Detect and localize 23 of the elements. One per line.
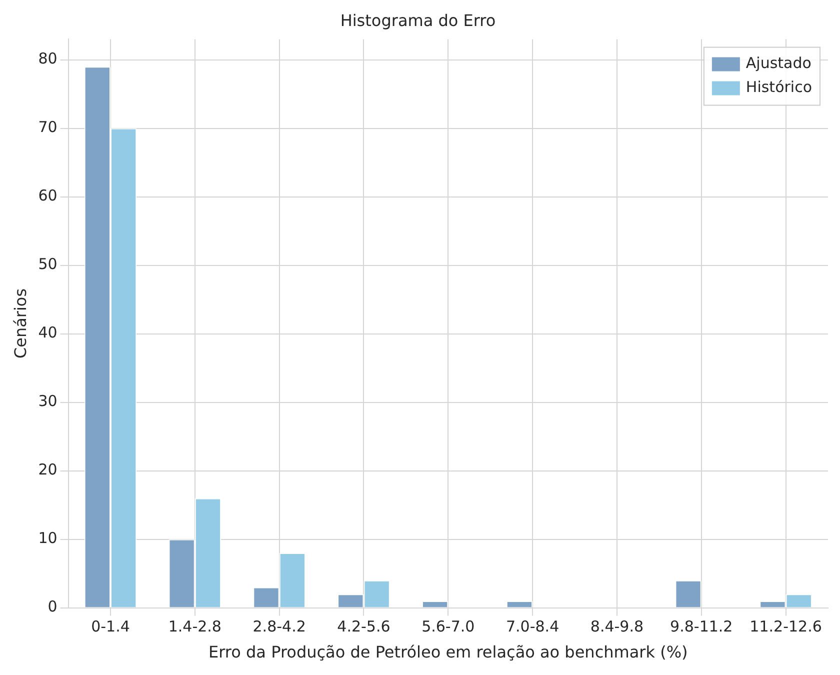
- x-tick-label: 5.6-7.0: [422, 618, 475, 636]
- x-tick-label: 4.2-5.6: [337, 618, 390, 636]
- x-tick-label: 1.4-2.8: [168, 618, 222, 636]
- y-tick-label: 30: [38, 392, 58, 410]
- y-tick-label: 40: [38, 324, 58, 342]
- x-tick-label: 2.8-4.2: [252, 618, 306, 636]
- legend-label: Histórico: [746, 78, 812, 96]
- y-tick-label: 20: [38, 460, 58, 479]
- x-tick-label: 11.2-12.6: [750, 618, 822, 636]
- y-tick-label: 70: [38, 118, 58, 136]
- y-axis-title: Cenários: [10, 288, 30, 359]
- chart-title: Histograma do Erro: [340, 10, 496, 30]
- y-tick-label: 0: [48, 598, 58, 616]
- y-tick-label: 50: [38, 255, 58, 274]
- x-tick-label: 8.4-9.8: [590, 618, 644, 636]
- x-tick-label: 7.0-8.4: [506, 618, 560, 636]
- y-tick-label: 10: [38, 529, 58, 548]
- x-tick-label: 0-1.4: [91, 618, 130, 636]
- x-tick-label: 9.8-11.2: [670, 618, 733, 636]
- legend-label: Ajustado: [746, 54, 812, 72]
- y-tick-label: 60: [38, 186, 58, 205]
- x-axis-title: Erro da Produção de Petróleo em relação ao benchmark (%): [208, 642, 688, 662]
- y-tick-label: 80: [38, 50, 58, 68]
